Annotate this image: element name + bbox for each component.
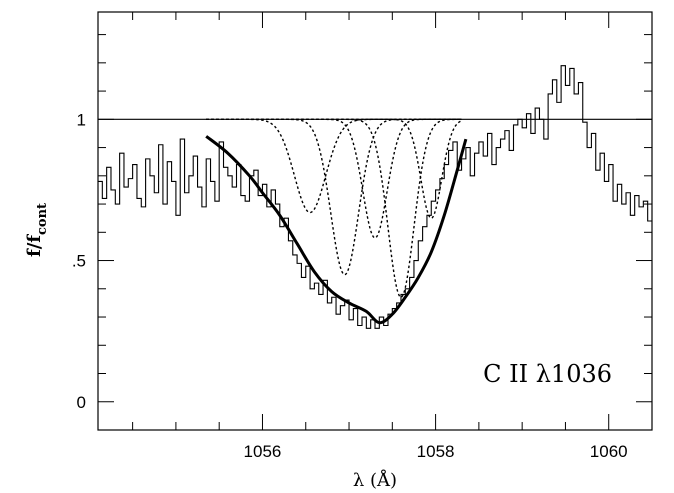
svg-text:f/fcont: f/fcont [24, 203, 50, 257]
flux-histogram [98, 65, 652, 329]
model-fit-line [205, 135, 468, 325]
x-axis-title: λ (Å) [353, 469, 397, 491]
y-axis-title: f/fcont [24, 203, 50, 257]
line-annotation: C II λ1036 [483, 360, 612, 388]
voigt-component-line [206, 118, 462, 214]
y-tick-label: 1 [77, 110, 86, 129]
voigt-component-line [206, 118, 462, 299]
y-axis-title-main: f/f [24, 234, 45, 257]
x-tick-label: 1060 [590, 442, 628, 461]
y-tick-label: 0 [77, 393, 86, 412]
x-tick-label: 1058 [417, 442, 455, 461]
voigt-component-line [206, 118, 462, 239]
voigt-components [206, 118, 462, 299]
y-axis-title-sub: cont [35, 203, 50, 235]
x-tick-label: 1056 [244, 442, 282, 461]
y-tick-label: .5 [72, 252, 86, 271]
voigt-component-line [206, 118, 462, 276]
tick-labels: 1056 1058 1060 0 .5 1 [72, 110, 628, 461]
